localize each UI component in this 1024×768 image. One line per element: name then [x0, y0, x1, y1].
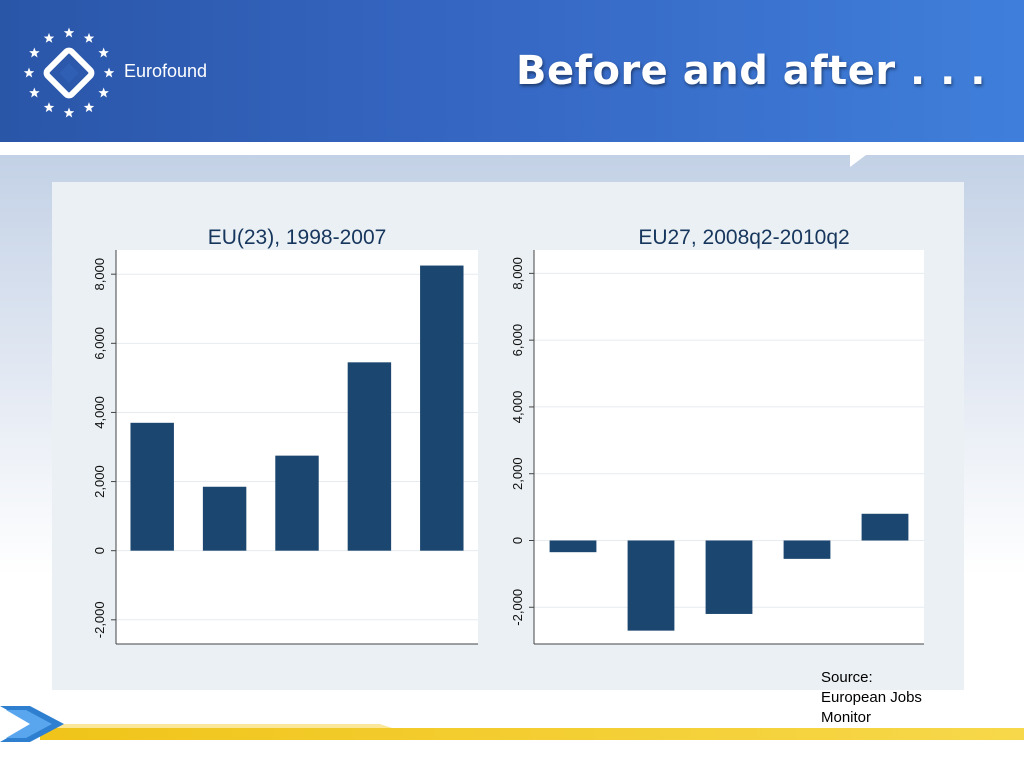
- star-icon: [63, 107, 75, 118]
- bar: [783, 540, 831, 559]
- y-tick-label: -2,000: [510, 589, 525, 626]
- star-icon: [43, 32, 55, 43]
- y-tick-label: -2,000: [92, 601, 107, 638]
- plot-area: [116, 250, 478, 644]
- star-icon: [83, 102, 95, 113]
- footer-decoration: [0, 706, 1024, 742]
- y-tick-label: 4,000: [92, 396, 107, 429]
- band-notch: [850, 155, 866, 167]
- y-tick-label: 2,000: [510, 457, 525, 490]
- bar: [705, 540, 753, 614]
- source-line-1: Source:: [821, 669, 873, 686]
- bar: [275, 455, 319, 551]
- y-tick-label: 8,000: [510, 257, 525, 290]
- chart-title: EU(23), 1998-2007: [208, 226, 387, 249]
- bar: [130, 422, 174, 551]
- bar: [420, 265, 464, 551]
- y-tick-label: 8,000: [92, 258, 107, 291]
- bar: [347, 362, 392, 551]
- star-icon: [63, 27, 75, 38]
- slide-header: Eurofound Before and after . . .: [0, 0, 1024, 142]
- charts-svg: -2,000 0 2,000 4,000 6,000 8,000 EU(23), 1998-…: [92, 226, 924, 645]
- star-icon: [103, 67, 115, 78]
- bar: [549, 540, 597, 553]
- bar: [861, 513, 909, 541]
- source-line-2: European Jobs: [821, 689, 922, 706]
- star-icon: [23, 67, 35, 78]
- source-line-3: Monitor: [821, 709, 872, 726]
- star-icon: [98, 47, 109, 58]
- y-tick-label: 6,000: [510, 324, 525, 357]
- y-tick-label: 0: [510, 537, 525, 544]
- y-tick-label: 0: [92, 547, 107, 554]
- star-icon: [83, 32, 95, 43]
- brand-name: Eurofound: [124, 61, 208, 81]
- slide-title: Before and after . . .: [515, 48, 986, 94]
- y-tick-label: 4,000: [510, 391, 525, 424]
- star-icon: [29, 47, 40, 58]
- y-tick-label: 6,000: [92, 327, 107, 360]
- star-icon: [98, 87, 109, 98]
- y-tick-label: 2,000: [92, 465, 107, 498]
- bar: [202, 486, 247, 551]
- eurofound-logo-icon: [23, 27, 115, 118]
- bar: [627, 540, 675, 631]
- chart-title: EU27, 2008q2-2010q2: [638, 226, 849, 249]
- star-icon: [43, 102, 55, 113]
- source-note: Source: European Jobs Monitor: [821, 668, 961, 728]
- star-icon: [29, 87, 40, 98]
